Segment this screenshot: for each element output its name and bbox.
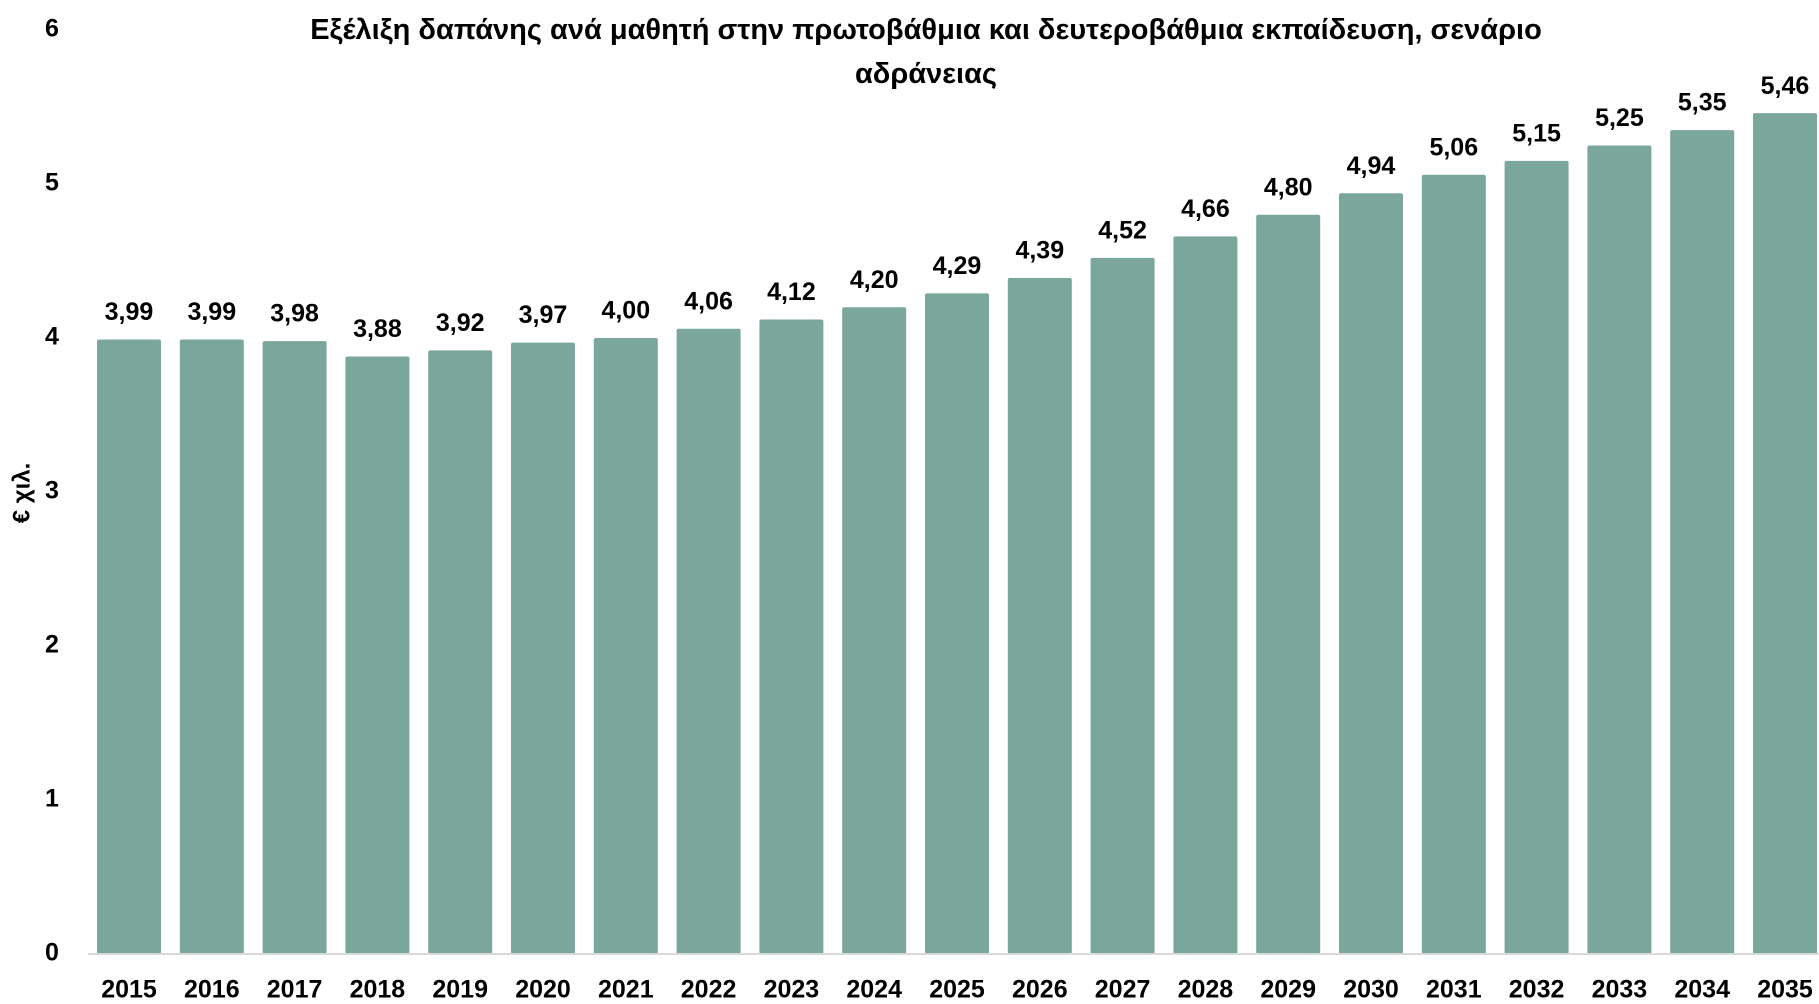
x-tick-label: 2020 [515,976,571,1004]
x-tick-label: 2033 [1592,976,1648,1004]
bar [1504,160,1569,954]
data-label: 5,25 [1595,104,1644,132]
data-label: 4,20 [850,266,899,294]
x-tick-label: 2023 [764,976,820,1004]
y-tick-label: 1 [45,785,59,813]
x-tick-label: 2030 [1343,976,1399,1004]
data-label: 4,39 [1015,237,1064,265]
x-tick-label: 2034 [1674,976,1730,1004]
data-label: 5,46 [1761,72,1810,100]
data-label: 3,98 [270,300,319,328]
bar [842,307,907,954]
bar [1753,113,1817,954]
y-tick-label: 2 [45,631,59,659]
y-tick-label: 4 [45,323,59,351]
data-label: 5,15 [1512,120,1561,148]
x-tick-label: 2022 [681,976,737,1004]
x-tick-label: 2032 [1509,976,1565,1004]
data-label: 3,92 [436,309,485,337]
data-label: 4,06 [684,287,733,315]
data-label: 4,52 [1098,217,1147,245]
x-tick-label: 2019 [432,976,488,1004]
bar [1256,214,1321,955]
data-label: 4,00 [601,297,650,325]
bar [676,328,741,954]
bar [345,356,410,955]
bar [1007,277,1072,954]
x-tick-label: 2016 [184,976,240,1004]
x-tick-label: 2031 [1426,976,1482,1004]
data-label: 4,80 [1264,173,1313,201]
data-label: 4,12 [767,278,816,306]
y-tick-label: 5 [45,169,59,197]
bar [1670,130,1735,955]
x-tick-label: 2024 [846,976,902,1004]
x-tick-label: 2017 [267,976,323,1004]
y-tick-label: 0 [45,939,59,967]
y-tick-label: 6 [45,15,59,43]
x-tick-label: 2028 [1178,976,1234,1004]
bar [1173,236,1238,955]
bar [1339,193,1403,955]
data-label: 5,35 [1678,89,1727,117]
data-label: 4,94 [1347,152,1396,180]
data-label: 3,99 [187,298,236,326]
x-tick-label: 2029 [1260,976,1316,1004]
data-label: 3,88 [353,315,402,343]
bar [1587,145,1652,954]
data-label: 3,97 [519,301,568,329]
y-tick-label: 3 [45,477,59,505]
bar [1421,174,1486,954]
data-label: 5,06 [1429,133,1478,161]
bar [428,350,493,954]
x-tick-label: 2027 [1095,976,1151,1004]
x-tick-label: 2015 [101,976,157,1004]
x-tick-label: 2026 [1012,976,1068,1004]
y-axis-label: € χιλ. [8,463,35,524]
bar [759,319,824,954]
chart-title: Εξέλιξη δαπάνης ανά μαθητή στην πρωτοβάθ… [310,14,1542,90]
bar [511,342,575,954]
x-tick-label: 2021 [598,976,654,1004]
data-label: 4,66 [1181,195,1230,223]
data-label: 3,99 [105,298,154,326]
bar [262,341,327,955]
x-tick-label: 2035 [1757,976,1813,1004]
x-tick-label: 2025 [929,976,985,1004]
bar [1090,257,1155,954]
bar [925,293,989,955]
data-label: 4,29 [933,252,982,280]
bar [179,339,244,954]
bar [593,338,658,954]
bar [97,339,161,954]
x-tick-label: 2018 [350,976,406,1004]
